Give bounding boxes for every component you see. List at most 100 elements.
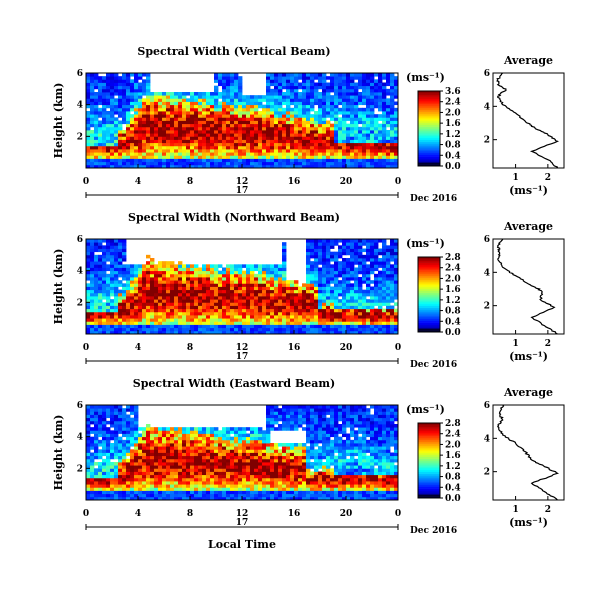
heatmap-cell (118, 302, 123, 306)
heatmap-cell (190, 427, 195, 431)
heatmap-cell (202, 117, 207, 121)
heatmap-cell (330, 324, 335, 329)
heatmap-cell (306, 149, 311, 153)
heatmap-cell (134, 120, 139, 125)
heatmap-cell (370, 136, 375, 140)
heatmap-cell (146, 427, 151, 431)
heatmap-cell (122, 164, 127, 169)
heatmap-cell (110, 270, 115, 275)
heatmap-cell (170, 120, 175, 125)
heatmap-cell (126, 104, 131, 109)
heatmap-cell (142, 79, 147, 83)
heatmap-cell (358, 111, 363, 115)
heatmap-cell (122, 443, 127, 447)
heatmap-cell (334, 111, 339, 115)
heatmap-cell (242, 270, 247, 275)
heatmap-cell (98, 465, 103, 469)
heatmap-cell (162, 117, 167, 121)
heatmap-cell (210, 98, 215, 102)
heatmap-cell (190, 117, 195, 121)
heatmap-cell (238, 305, 243, 310)
heatmap-cell (262, 315, 267, 319)
heatmap-cell (390, 324, 395, 329)
heatmap-cell (334, 258, 339, 262)
heatmap-cell (118, 104, 123, 109)
colorbar-tick-label: 1.6 (445, 285, 461, 295)
heatmap-cell (342, 161, 347, 166)
heatmap-cell (394, 308, 399, 313)
heatmap-cell (142, 318, 147, 322)
heatmap-cell (98, 264, 103, 268)
heatmap-cell (238, 311, 243, 316)
heatmap-cell (298, 145, 303, 150)
heatmap-cell (182, 465, 187, 469)
heatmap-cell (366, 145, 371, 150)
heatmap-cell (266, 92, 271, 96)
heatmap-cell (314, 251, 319, 256)
heatmap-cell (94, 308, 99, 313)
heatmap-cell (314, 302, 319, 306)
heatmap-cell (294, 164, 299, 169)
heatmap-cell (186, 302, 191, 306)
heatmap-cell (122, 484, 127, 488)
heatmap-cell (358, 155, 363, 159)
heatmap-cell (186, 324, 191, 329)
heatmap-cell (274, 101, 279, 106)
heatmap-cell (386, 254, 391, 259)
heatmap-cell (262, 264, 267, 268)
heatmap-cell (334, 239, 339, 243)
heatmap-cell (222, 79, 227, 83)
heatmap-cell (186, 481, 191, 485)
heatmap-cell (274, 277, 279, 281)
heatmap-cell (134, 76, 139, 80)
heatmap-cell (326, 101, 331, 106)
heatmap-cell (98, 85, 103, 90)
heatmap-cell (158, 149, 163, 153)
heatmap-cell (350, 251, 355, 256)
heatmap-cell (374, 120, 379, 125)
heatmap-cell (366, 251, 371, 256)
heatmap-cell (318, 305, 323, 310)
heatmap-cell (154, 330, 159, 335)
heatmap-cell (394, 245, 399, 249)
heatmap-cell (126, 292, 131, 297)
heatmap-cell (278, 305, 283, 310)
heatmap-cell (218, 270, 223, 275)
heatmap-cell (354, 318, 359, 322)
heatmap-cell (374, 280, 379, 284)
heatmap-cell (254, 107, 259, 112)
heatmap-cell (230, 107, 235, 112)
heatmap-cell (250, 130, 255, 134)
heatmap-cell (118, 324, 123, 329)
heatmap-cell (102, 436, 107, 441)
heatmap-cell (122, 79, 127, 83)
heatmap-cell (306, 130, 311, 134)
heatmap-cell (174, 465, 179, 469)
heatmap-cell (358, 267, 363, 272)
heatmap-cell (158, 142, 163, 147)
heatmap-cell (94, 107, 99, 112)
heatmap-cell (174, 155, 179, 159)
heatmap-cell (130, 455, 135, 460)
heatmap-cell (162, 315, 167, 319)
heatmap-cell (150, 308, 155, 313)
heatmap-cell (190, 283, 195, 287)
heatmap-cell (202, 308, 207, 313)
heatmap-cell (354, 258, 359, 262)
heatmap-cell (326, 302, 331, 306)
heatmap-cell (178, 155, 183, 159)
heatmap-cell (206, 120, 211, 125)
heatmap-cell (310, 164, 315, 169)
heatmap-cell (90, 267, 95, 272)
heatmap-cell (202, 270, 207, 275)
heatmap-cell (362, 126, 367, 131)
heatmap-cell (146, 324, 151, 329)
heatmap-cell (98, 161, 103, 166)
heatmap-cell (254, 126, 259, 131)
heatmap-cell (234, 308, 239, 313)
heatmap-cell (282, 242, 287, 246)
heatmap-cell (306, 286, 311, 291)
heatmap-cell (126, 79, 131, 83)
heatmap-cell (174, 468, 179, 472)
heatmap-cell (370, 286, 375, 291)
